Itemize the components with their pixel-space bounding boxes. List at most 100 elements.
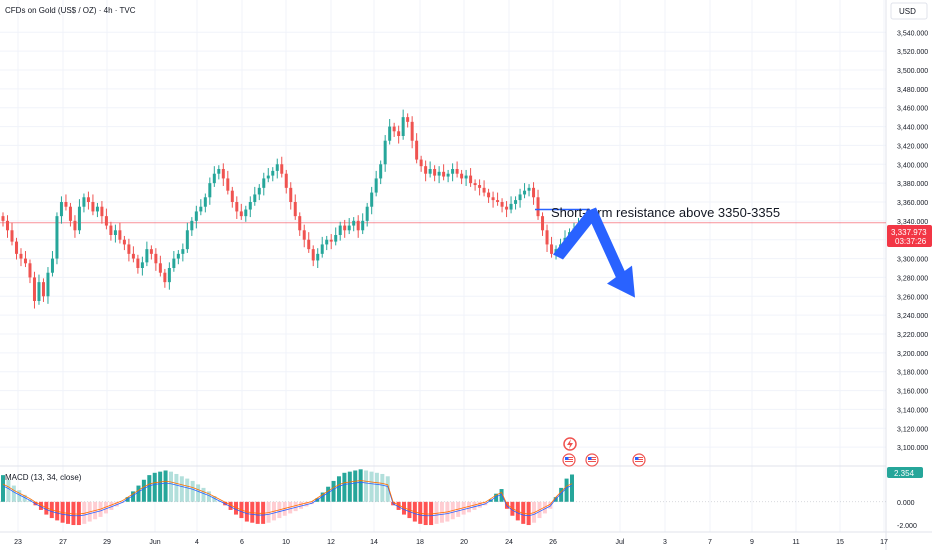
candle-body[interactable] <box>104 216 108 226</box>
candle-body[interactable] <box>518 194 522 201</box>
last-price-tag[interactable]: 3,337.973 03:37:26 <box>887 225 932 247</box>
candle-body[interactable] <box>289 187 293 202</box>
candle-body[interactable] <box>37 282 41 301</box>
candle-body[interactable] <box>275 164 279 171</box>
candle-body[interactable] <box>127 244 131 254</box>
candle-body[interactable] <box>536 197 540 217</box>
candle-body[interactable] <box>455 169 459 174</box>
candles[interactable] <box>1 109 585 309</box>
candle-body[interactable] <box>406 117 410 122</box>
candle-body[interactable] <box>199 206 203 212</box>
candle-body[interactable] <box>154 253 158 264</box>
candle-body[interactable] <box>203 197 207 207</box>
candle-body[interactable] <box>64 202 68 207</box>
candle-body[interactable] <box>334 235 338 242</box>
candle-body[interactable] <box>320 244 324 254</box>
candle-body[interactable] <box>316 253 320 261</box>
candle-body[interactable] <box>478 185 482 188</box>
candle-body[interactable] <box>343 225 347 231</box>
candle-body[interactable] <box>545 230 549 245</box>
candle-body[interactable] <box>109 225 113 235</box>
candle-body[interactable] <box>347 225 351 231</box>
candle-body[interactable] <box>374 178 378 193</box>
candle-body[interactable] <box>307 239 311 250</box>
candle-body[interactable] <box>442 171 446 177</box>
candle-body[interactable] <box>473 183 477 186</box>
candle-body[interactable] <box>208 183 212 198</box>
candle-body[interactable] <box>257 187 261 195</box>
candle-body[interactable] <box>338 225 342 235</box>
candle-body[interactable] <box>149 249 153 254</box>
candle-body[interactable] <box>176 253 180 259</box>
candle-body[interactable] <box>437 171 441 176</box>
candle-body[interactable] <box>424 166 428 174</box>
candle-body[interactable] <box>266 175 270 179</box>
candle-body[interactable] <box>100 206 104 217</box>
candle-body[interactable] <box>365 206 369 221</box>
candle-body[interactable] <box>118 230 122 240</box>
candle-body[interactable] <box>329 239 333 242</box>
candle-body[interactable] <box>5 220 9 231</box>
candle-body[interactable] <box>230 190 234 202</box>
candle-body[interactable] <box>28 263 32 278</box>
candle-body[interactable] <box>482 187 486 193</box>
candle-body[interactable] <box>82 197 86 207</box>
candle-body[interactable] <box>446 173 450 177</box>
candle-body[interactable] <box>509 203 513 210</box>
candle-body[interactable] <box>59 202 63 217</box>
candle-body[interactable] <box>383 140 387 165</box>
candle-body[interactable] <box>352 220 356 226</box>
candle-body[interactable] <box>532 187 536 198</box>
candle-body[interactable] <box>163 272 167 283</box>
candle-body[interactable] <box>415 140 419 160</box>
candle-body[interactable] <box>239 211 243 217</box>
candle-body[interactable] <box>14 241 18 254</box>
candle-body[interactable] <box>491 197 495 201</box>
candle-body[interactable] <box>271 170 275 176</box>
candle-body[interactable] <box>136 258 140 268</box>
candle-body[interactable] <box>46 272 50 297</box>
candle-body[interactable] <box>145 249 149 263</box>
candle-body[interactable] <box>293 202 297 217</box>
candle-body[interactable] <box>77 206 81 231</box>
candle-body[interactable] <box>55 216 59 259</box>
candle-body[interactable] <box>32 277 36 301</box>
currency-badge[interactable] <box>890 2 928 20</box>
candle-body[interactable] <box>113 230 117 235</box>
candle-body[interactable] <box>50 258 54 273</box>
event-us-flag-icon[interactable] <box>562 453 576 467</box>
candle-body[interactable] <box>86 197 90 202</box>
candle-body[interactable] <box>167 268 171 283</box>
candle-body[interactable] <box>253 194 257 202</box>
candle-body[interactable] <box>370 192 374 207</box>
candle-body[interactable] <box>302 230 306 240</box>
candle-body[interactable] <box>91 202 95 212</box>
candle-body[interactable] <box>23 258 27 264</box>
candle-body[interactable] <box>217 169 221 174</box>
candle-body[interactable] <box>19 253 23 259</box>
candle-body[interactable] <box>158 263 162 273</box>
candle-body[interactable] <box>235 202 239 212</box>
candle-body[interactable] <box>262 178 266 188</box>
candle-body[interactable] <box>244 209 248 217</box>
candle-body[interactable] <box>298 216 302 231</box>
candle-body[interactable] <box>527 187 531 191</box>
event-us-flag-icon[interactable] <box>585 453 599 467</box>
projection-arrow[interactable] <box>553 207 635 298</box>
macd-histogram[interactable] <box>1 469 574 526</box>
candle-body[interactable] <box>500 202 504 207</box>
candle-body[interactable] <box>140 262 144 268</box>
candle-body[interactable] <box>541 216 545 231</box>
candle-body[interactable] <box>379 164 383 179</box>
candle-body[interactable] <box>419 159 423 167</box>
event-flash-icon[interactable] <box>563 437 577 451</box>
candle-body[interactable] <box>325 239 329 245</box>
candle-body[interactable] <box>550 244 554 254</box>
candle-body[interactable] <box>410 121 414 141</box>
candle-body[interactable] <box>523 190 527 195</box>
candle-body[interactable] <box>41 282 45 297</box>
candle-body[interactable] <box>487 192 491 198</box>
candle-body[interactable] <box>172 258 176 268</box>
event-us-flag-icon[interactable] <box>632 453 646 467</box>
candle-body[interactable] <box>226 178 230 191</box>
